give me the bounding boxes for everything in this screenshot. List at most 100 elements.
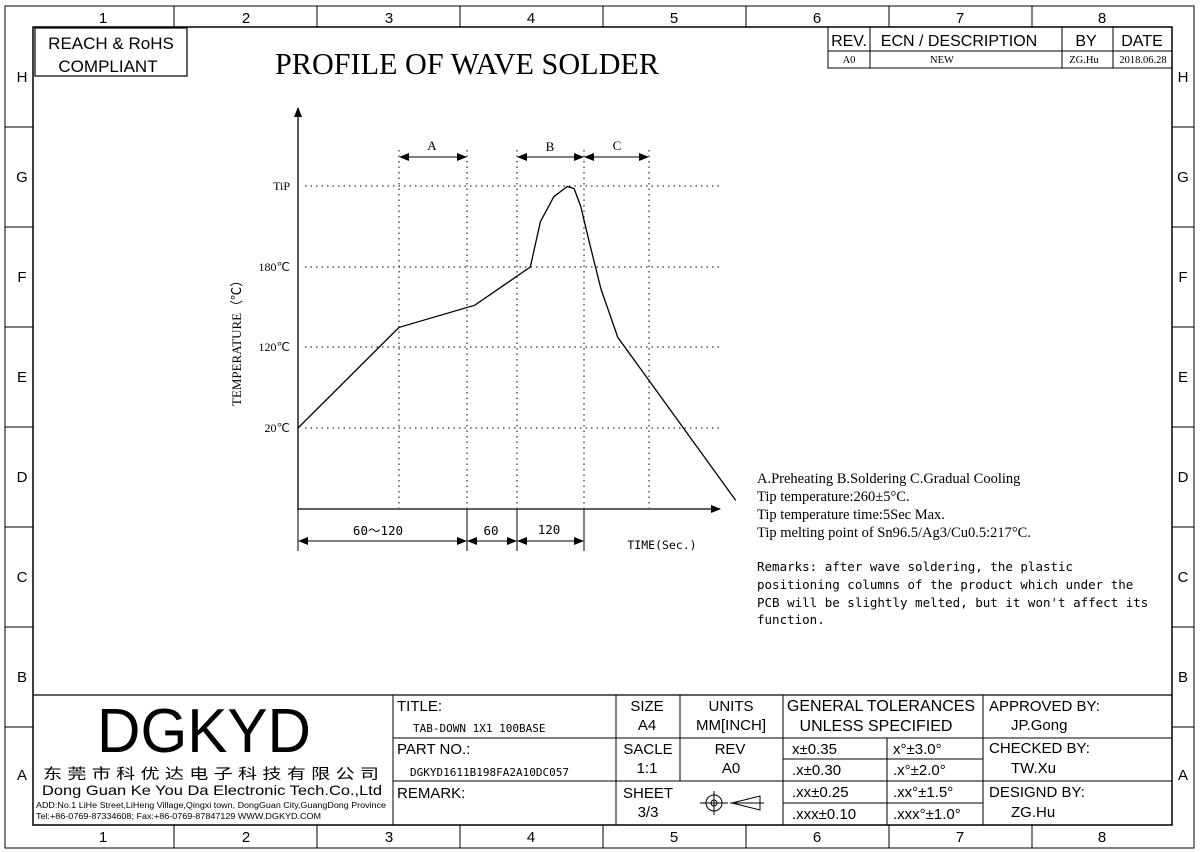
rev-value: A0 <box>843 55 856 66</box>
company-logo: DGKYD <box>97 697 311 766</box>
duration-label: 120 <box>538 522 561 537</box>
ecn-value: NEW <box>930 55 954 66</box>
by-value: ZG.Hu <box>1069 55 1099 66</box>
frame-col-label: 1 <box>99 829 107 846</box>
remark-label: REMARK: <box>397 785 465 802</box>
y-tick-label: TiP <box>273 179 290 193</box>
company-contact: Tel:+86-0769-87334608; Fax:+86-0769-8784… <box>36 812 321 821</box>
process-notes: A.Preheating B.Soldering C.Gradual Cooli… <box>757 471 1148 627</box>
frame-row-label: H <box>17 69 28 86</box>
frame-col-label: 8 <box>1098 829 1106 846</box>
by-header: BY <box>1075 33 1097 50</box>
frame-row-label: F <box>1178 269 1187 286</box>
remark-line: Remarks: after wave soldering, the plast… <box>757 559 1073 574</box>
tolerance-linear: x±0.35 <box>792 741 837 758</box>
company-address: ADD:No.1 LiHe Street,LiHeng Village,Qing… <box>36 801 387 810</box>
y-tick-label: 120℃ <box>259 340 290 354</box>
company-name-en: Dong Guan Ke You Da Electronic Tech.Co.,… <box>42 782 382 798</box>
x-axis-label: TIME(Sec.) <box>627 538 696 552</box>
frame-row-label: C <box>1178 569 1189 586</box>
remark-line: PCB will be slightly melted, but it won'… <box>757 595 1148 610</box>
solder-profile-chart: TiP 180℃ 120℃ 20℃ TEMPERATURE（℃） TIME(Se… <box>229 107 737 552</box>
temperature-profile-line <box>297 185 737 501</box>
frame-col-label: 8 <box>1098 10 1106 27</box>
size-label: SIZE <box>630 698 663 715</box>
drawing-frame: 1 2 3 4 5 6 7 8 1 2 3 4 5 6 7 8 H G F E … <box>4 5 1195 849</box>
tolerance-header: GENERAL TOLERANCES <box>787 698 975 715</box>
units-value: MM[INCH] <box>696 717 766 734</box>
part-no-label: PART NO.: <box>397 741 470 758</box>
remark-line: positioning columns of the product which… <box>757 577 1133 592</box>
units-label: UNITS <box>709 698 754 715</box>
checked-by-value: TW.Xu <box>1011 760 1056 777</box>
drawing-title: PROFILE OF WAVE SOLDER <box>275 46 659 81</box>
scale-value: 1:1 <box>637 760 658 777</box>
frame-col-label: 4 <box>527 10 535 27</box>
company-name-cn: 东 莞 市 科 优 达 电 子 科 技 有 限 公 司 <box>43 766 379 783</box>
part-no-value: DGKYD1611B198FA2A10DC057 <box>410 766 569 779</box>
zone-c-label: C <box>613 138 622 153</box>
y-axis-label: TEMPERATURE（℃） <box>229 274 244 406</box>
projection-symbol-icon <box>700 791 764 815</box>
compliance-line-2: COMPLIANT <box>58 57 157 76</box>
frame-row-label: A <box>1178 767 1188 784</box>
size-value: A4 <box>638 717 656 734</box>
date-value: 2018.06.28 <box>1119 55 1166 66</box>
frame-col-label: 2 <box>242 829 250 846</box>
frame-col-label: 3 <box>385 829 393 846</box>
frame-row-label: E <box>17 369 27 386</box>
rev-block-value: A0 <box>722 760 740 777</box>
compliance-line-1: REACH & RoHS <box>48 34 174 53</box>
note-line: Tip melting point of Sn96.5/Ag3/Cu0.5:21… <box>757 525 1031 541</box>
frame-col-label: 5 <box>670 829 678 846</box>
revision-table: REV. ECN / DESCRIPTION BY DATE A0 NEW ZG… <box>827 26 1173 69</box>
zone-a-label: A <box>427 138 437 153</box>
rev-label: REV <box>715 741 746 758</box>
note-line: A.Preheating B.Soldering C.Gradual Cooli… <box>757 471 1020 487</box>
tolerance-linear: .xxx±0.10 <box>792 806 856 823</box>
frame-col-label: 3 <box>385 10 393 27</box>
frame-col-label: 6 <box>813 10 821 27</box>
frame-col-label: 2 <box>242 10 250 27</box>
ecn-header: ECN / DESCRIPTION <box>881 33 1037 50</box>
remark-line: function. <box>757 612 825 627</box>
duration-label: 60～120 <box>353 523 403 538</box>
date-header: DATE <box>1121 33 1162 50</box>
designed-by-label: DESIGND BY: <box>989 784 1085 801</box>
scale-label: SACLE <box>623 741 672 758</box>
frame-row-label: C <box>17 569 28 586</box>
title-block: DGKYD 东 莞 市 科 优 达 电 子 科 技 有 限 公 司 Dong G… <box>33 694 1172 825</box>
frame-row-label: H <box>1178 69 1189 86</box>
frame-row-label: D <box>1178 469 1189 486</box>
tolerance-subheader: UNLESS SPECIFIED <box>800 718 953 735</box>
frame-col-label: 6 <box>813 829 821 846</box>
frame-row-label: D <box>17 469 28 486</box>
sheet-label: SHEET <box>623 785 673 802</box>
sheet-value: 3/3 <box>638 804 659 821</box>
frame-col-label: 4 <box>527 829 535 846</box>
checked-by-label: CHECKED BY: <box>989 740 1090 757</box>
frame-row-label: B <box>17 669 27 686</box>
frame-col-label: 7 <box>956 829 964 846</box>
frame-row-label: B <box>1178 669 1188 686</box>
designed-by-value: ZG.Hu <box>1011 804 1055 821</box>
approved-by-label: APPROVED BY: <box>989 698 1100 715</box>
note-line: Tip temperature time:5Sec Max. <box>757 507 945 523</box>
approved-by-value: JP.Gong <box>1011 717 1067 734</box>
frame-row-label: G <box>16 169 28 186</box>
duration-label: 60 <box>483 523 498 538</box>
frame-col-label: 7 <box>956 10 964 27</box>
frame-col-label: 5 <box>670 10 678 27</box>
tolerance-angular: .xxx°±1.0° <box>893 806 961 823</box>
tolerance-angular: .x°±2.0° <box>893 762 946 779</box>
frame-col-label: 1 <box>99 10 107 27</box>
y-tick-label: 20℃ <box>265 421 290 435</box>
compliance-badge: REACH & RoHS COMPLIANT <box>34 27 188 77</box>
frame-row-label: A <box>17 767 27 784</box>
frame-row-label: G <box>1177 169 1189 186</box>
tolerance-angular: x°±3.0° <box>893 741 942 758</box>
title-label: TITLE: <box>397 698 442 715</box>
title-value: TAB-DOWN 1X1 100BASE <box>413 722 545 735</box>
tolerance-angular: .xx°±1.5° <box>893 784 953 801</box>
